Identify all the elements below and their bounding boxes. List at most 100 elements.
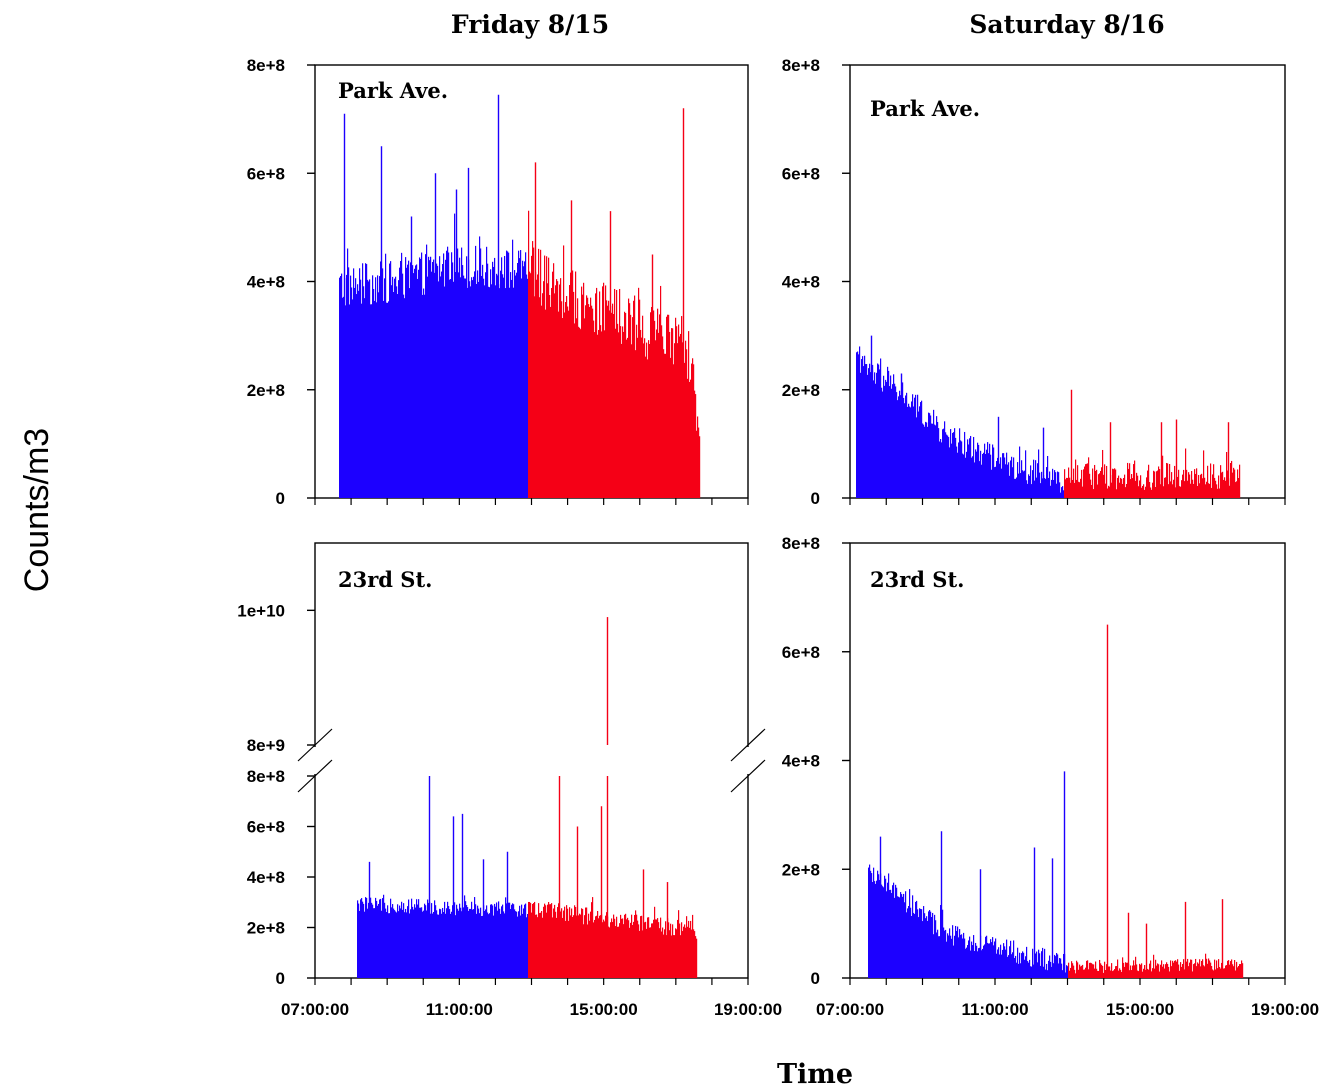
data-bar bbox=[909, 406, 911, 498]
data-bar bbox=[931, 423, 933, 498]
data-bar bbox=[958, 937, 960, 978]
data-bar bbox=[1191, 959, 1193, 978]
data-bar bbox=[858, 354, 860, 498]
data-bar bbox=[679, 923, 681, 978]
data-bar bbox=[402, 909, 404, 978]
data-bar bbox=[596, 915, 598, 978]
data-bar bbox=[1031, 966, 1033, 978]
data-bar bbox=[631, 914, 633, 978]
data-bar bbox=[1048, 960, 1050, 978]
data-bar bbox=[1006, 452, 1008, 498]
data-bar bbox=[429, 260, 431, 498]
data-bar bbox=[535, 914, 537, 978]
data-bar bbox=[395, 911, 397, 978]
data-bar bbox=[637, 920, 639, 978]
data-bar bbox=[592, 308, 594, 498]
data-bar bbox=[490, 904, 492, 978]
data-bar bbox=[384, 278, 386, 498]
data-bar bbox=[949, 447, 951, 498]
data-bar bbox=[541, 910, 543, 978]
data-bar bbox=[1239, 964, 1241, 978]
data-bar bbox=[583, 282, 585, 498]
data-bar bbox=[385, 253, 387, 498]
data-bar bbox=[1186, 961, 1188, 978]
data-bar bbox=[1176, 961, 1178, 978]
data-bar bbox=[1162, 966, 1164, 978]
data-bar bbox=[1000, 944, 1002, 978]
data-bar bbox=[1118, 475, 1120, 498]
data-bar bbox=[668, 922, 670, 978]
data-bar bbox=[644, 338, 646, 498]
data-bar bbox=[892, 885, 894, 978]
data-bar bbox=[965, 457, 967, 498]
data-bar bbox=[1120, 969, 1122, 978]
data-bar bbox=[401, 901, 403, 978]
data-bar bbox=[647, 917, 649, 978]
data-bar bbox=[399, 267, 401, 498]
data-bar bbox=[562, 917, 564, 978]
data-bar bbox=[371, 304, 373, 498]
data-bar bbox=[969, 438, 971, 498]
data-bar bbox=[396, 286, 398, 498]
data-bar bbox=[475, 904, 477, 978]
data-bar bbox=[1108, 966, 1110, 978]
data-bar bbox=[994, 467, 996, 498]
data-bar bbox=[860, 372, 862, 498]
data-bar bbox=[874, 372, 876, 498]
data-bar bbox=[589, 920, 591, 978]
data-bar bbox=[943, 927, 945, 978]
data-bar bbox=[1073, 468, 1075, 498]
data-bar bbox=[1052, 468, 1054, 498]
y-tick-label: 6e+8 bbox=[247, 818, 285, 837]
data-bar bbox=[976, 945, 978, 978]
data-bar bbox=[1100, 471, 1102, 498]
data-bar bbox=[664, 929, 666, 978]
data-bar bbox=[524, 261, 526, 498]
data-bar bbox=[897, 896, 899, 978]
data-bar bbox=[538, 248, 540, 498]
data-bar bbox=[1195, 958, 1197, 978]
data-bar bbox=[1019, 446, 1021, 498]
data-bar bbox=[1065, 972, 1067, 978]
data-bar bbox=[444, 286, 446, 498]
data-bar bbox=[421, 907, 423, 978]
data-bar bbox=[1011, 456, 1013, 498]
data-bar bbox=[981, 464, 983, 498]
data-bar bbox=[1201, 473, 1203, 498]
data-bar bbox=[1200, 966, 1202, 978]
data-bar bbox=[888, 873, 890, 978]
data-bar bbox=[412, 906, 414, 978]
data-bar bbox=[1210, 463, 1212, 498]
data-bar bbox=[1230, 961, 1232, 978]
data-bar bbox=[564, 906, 566, 978]
data-bar bbox=[1185, 448, 1187, 498]
data-bar bbox=[528, 901, 530, 978]
data-bar bbox=[954, 935, 956, 978]
data-bar bbox=[570, 272, 572, 498]
data-bar bbox=[1226, 965, 1228, 978]
data-bar bbox=[549, 904, 551, 978]
data-bar bbox=[1069, 970, 1071, 978]
data-bar bbox=[944, 930, 946, 978]
data-bar bbox=[411, 898, 413, 978]
data-bar bbox=[1203, 965, 1205, 978]
data-bar bbox=[1122, 957, 1124, 978]
data-bar bbox=[570, 915, 572, 978]
data-bar bbox=[995, 938, 997, 978]
data-bar bbox=[1208, 958, 1210, 978]
data-bar bbox=[962, 938, 964, 978]
data-bar bbox=[478, 908, 480, 978]
data-bar bbox=[917, 394, 919, 498]
data-bar bbox=[666, 316, 668, 498]
data-bar bbox=[382, 898, 384, 978]
data-bar bbox=[582, 294, 584, 498]
data-bar bbox=[494, 903, 496, 978]
data-bar bbox=[885, 878, 887, 978]
data-bar bbox=[423, 288, 425, 498]
data-bar bbox=[662, 927, 664, 978]
data-bar bbox=[383, 300, 385, 498]
data-bar bbox=[1192, 479, 1194, 498]
data-bar bbox=[642, 930, 644, 978]
data-bar bbox=[904, 902, 906, 978]
